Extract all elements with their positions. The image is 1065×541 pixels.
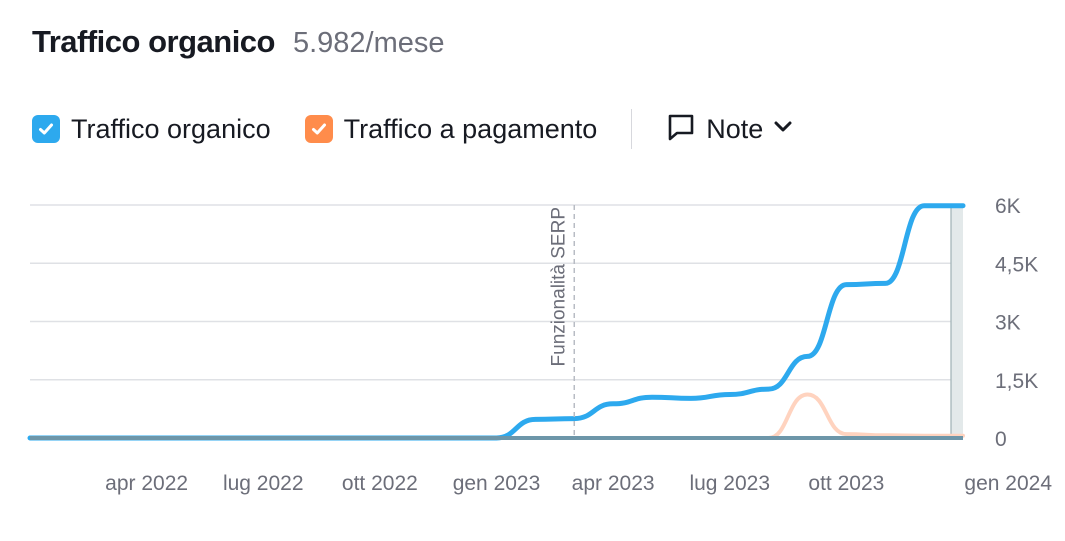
current-period-band <box>951 205 963 438</box>
chart-header: Traffico organico 5.982/mese <box>32 24 445 60</box>
y-tick-label: 0 <box>995 428 1007 451</box>
y-tick-label: 4,5K <box>995 253 1038 276</box>
x-tick-label: ott 2023 <box>808 472 884 495</box>
traffic-summary: 5.982/mese <box>292 27 445 59</box>
notes-label: Note <box>706 113 764 144</box>
series-line-paid <box>28 392 965 440</box>
checkbox-checked-icon[interactable] <box>304 115 333 143</box>
legend-label-paid: Traffico a pagamento <box>343 113 598 144</box>
x-tick-label: apr 2022 <box>105 472 188 495</box>
notes-dropdown[interactable]: Note <box>666 112 793 147</box>
legend-toggle-organic[interactable]: Traffico organico <box>32 114 271 145</box>
legend-divider <box>631 109 633 149</box>
y-tick-label: 6K <box>995 195 1021 218</box>
x-tick-label: gen 2024 <box>964 472 1052 495</box>
legend-label-organic: Traffico organico <box>71 113 271 144</box>
traffic-line-chart: Funzionalità SERP 0 1,5K 3K 4,5K 6K apr 2022 lu… <box>27 195 1052 495</box>
x-tick-label: ott 2022 <box>342 472 418 495</box>
checkbox-checked-icon[interactable] <box>32 115 60 143</box>
x-tick-label: gen 2023 <box>453 472 541 495</box>
x-tick-label: lug 2022 <box>223 472 304 495</box>
x-tick-label: apr 2023 <box>572 472 655 495</box>
legend-toggle-paid[interactable]: Traffico a pagamento <box>304 113 598 145</box>
chevron-down-icon <box>773 120 793 139</box>
chart-title: Traffico organico <box>32 24 275 59</box>
comment-icon <box>666 112 696 147</box>
annotation-label: Funzionalità SERP <box>548 207 569 366</box>
x-tick-label: lug 2023 <box>689 472 770 495</box>
y-tick-label: 1,5K <box>995 370 1038 393</box>
legend: Traffico organico Traffico a pagamento N… <box>32 108 793 150</box>
y-tick-label: 3K <box>995 312 1021 335</box>
